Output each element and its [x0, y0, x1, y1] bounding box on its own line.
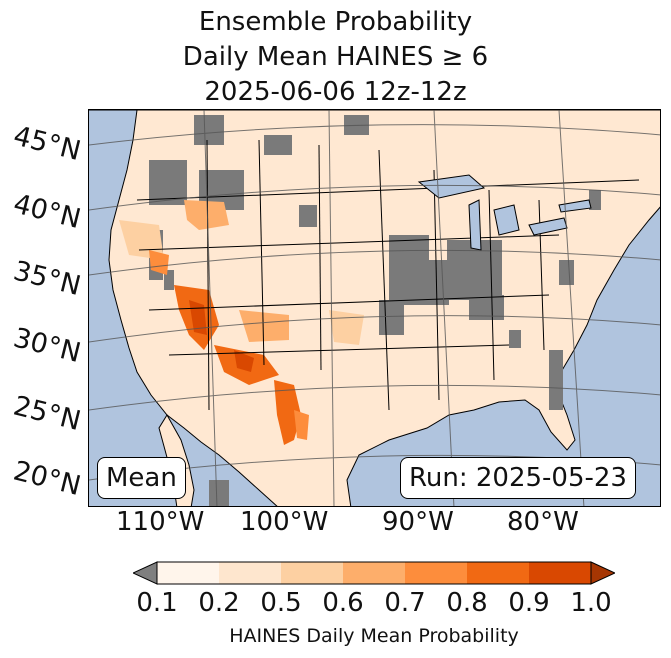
colorbar [133, 561, 615, 585]
lon-label-100: 100°W [240, 507, 329, 537]
colorbar-over-arrow [590, 561, 615, 585]
title-line-1: Ensemble Probability [198, 7, 473, 37]
colorbar-segment [529, 562, 591, 584]
map-panel [88, 109, 661, 507]
colorbar-tick-label: 0.7 [384, 588, 426, 618]
lon-label-110: 110°W [116, 507, 205, 537]
us-map [89, 110, 660, 506]
colorbar-tick-label: 0.5 [260, 588, 302, 618]
run-date-label: Run: 2025-05-23 [400, 457, 636, 499]
colorbar-segment [281, 562, 343, 584]
colorbar-tick-label: 0.1 [136, 588, 178, 618]
colorbar-segment [219, 562, 281, 584]
title-line-2: Daily Mean HAINES ≥ 6 [182, 42, 489, 72]
lat-label-25: 25°N [10, 390, 84, 438]
colorbar-tick-label: 1.0 [570, 588, 612, 618]
lon-label-80: 80°W [507, 507, 579, 537]
colorbar-segment [467, 562, 529, 584]
colorbar-tick-label: 0.8 [446, 588, 488, 618]
colorbar-frame [156, 561, 592, 585]
state-boundaries [136, 139, 640, 411]
colorbar-tick-label: 0.2 [198, 588, 240, 618]
colorbar-segment [405, 562, 467, 584]
colorbar-tick-label: 0.9 [508, 588, 550, 618]
colorbar-segment [343, 562, 405, 584]
title-line-3: 2025-06-06 12z-12z [204, 77, 467, 107]
colorbar-under-arrow [133, 561, 158, 585]
colorbar-segment [157, 562, 219, 584]
colorbar-label: HAINES Daily Mean Probability [229, 625, 519, 647]
lat-label-20: 20°N [10, 455, 84, 503]
lat-label-45: 45°N [10, 120, 84, 168]
mean-label: Mean [97, 457, 186, 499]
great-lakes [417, 174, 592, 251]
lat-label-35: 35°N [10, 255, 84, 303]
lat-label-40: 40°N [10, 188, 84, 236]
colorbar-tick-label: 0.6 [322, 588, 364, 618]
lon-label-90: 90°W [382, 507, 454, 537]
lat-label-30: 30°N [10, 322, 84, 370]
